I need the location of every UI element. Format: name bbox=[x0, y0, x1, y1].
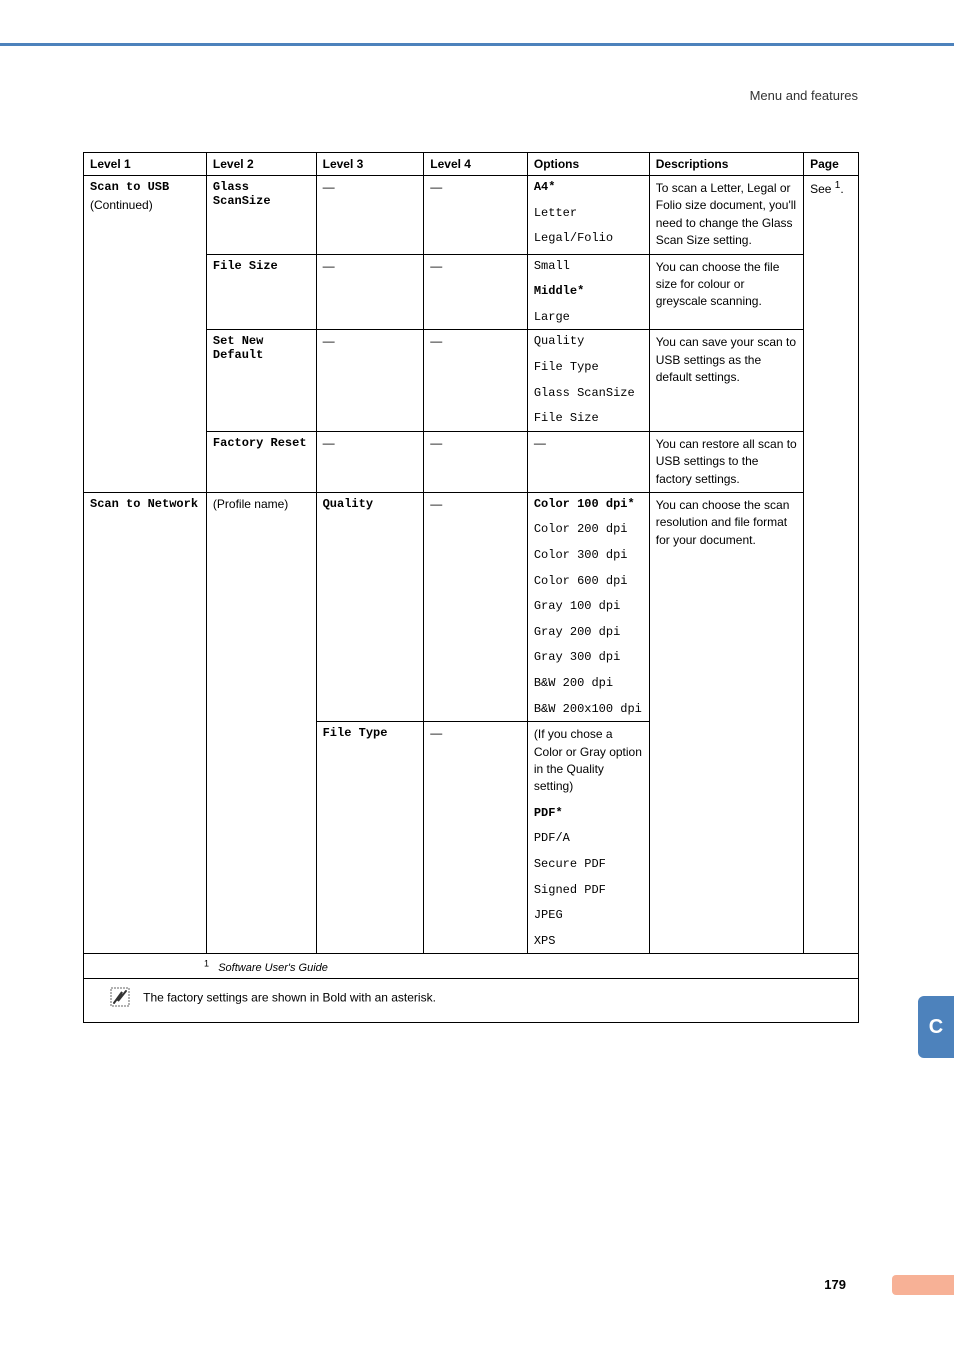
cell-level2: Glass ScanSize bbox=[206, 176, 316, 255]
cell-level2: Set New Default bbox=[206, 330, 316, 431]
cell-level3: — bbox=[316, 431, 424, 492]
cell-level4: — bbox=[424, 431, 528, 492]
th-page: Page bbox=[804, 153, 859, 176]
cell-level2: File Size bbox=[206, 254, 316, 330]
section-tab-letter: C bbox=[929, 1016, 943, 1039]
option-value: PDF/A bbox=[534, 831, 643, 847]
cell-description: You can choose the scan resolution and f… bbox=[649, 492, 803, 953]
option-value: PDF* bbox=[534, 806, 643, 822]
page-number: 179 bbox=[824, 1277, 846, 1292]
cell-level2: Factory Reset bbox=[206, 431, 316, 492]
note-text: The factory settings are shown in Bold w… bbox=[143, 991, 436, 1005]
cell-description: You can choose the file size for colour … bbox=[649, 254, 803, 330]
option-value: Color 300 dpi bbox=[534, 548, 643, 564]
page-ref-prefix: See bbox=[810, 182, 835, 196]
cell-description: You can save your scan to USB settings a… bbox=[649, 330, 803, 431]
cell-level4: — bbox=[424, 492, 528, 721]
section-tab[interactable]: C bbox=[918, 996, 954, 1058]
cell-level2: (Profile name) bbox=[206, 492, 316, 953]
cell-level4: — bbox=[424, 330, 528, 431]
scan-to-usb-label: Scan to USB bbox=[90, 180, 200, 194]
option-value: Letter bbox=[534, 206, 643, 222]
cell-level3: Quality bbox=[316, 492, 424, 721]
option-value: Gray 300 dpi bbox=[534, 650, 643, 666]
cell-page: See 1. bbox=[804, 176, 859, 954]
cell-description: To scan a Letter, Legal or Folio size do… bbox=[649, 176, 803, 255]
th-level2: Level 2 bbox=[206, 153, 316, 176]
cell-options: — bbox=[527, 431, 649, 492]
breadcrumb: Menu and features bbox=[750, 88, 858, 103]
option-value: Secure PDF bbox=[534, 857, 643, 873]
option-value: Legal/Folio bbox=[534, 231, 643, 247]
option-value: Signed PDF bbox=[534, 883, 643, 899]
option-value: B&W 200x100 dpi bbox=[534, 702, 643, 718]
option-value: Gray 100 dpi bbox=[534, 599, 643, 615]
option-value: File Size bbox=[534, 411, 643, 427]
cell-options: Small Middle* Large bbox=[527, 254, 649, 330]
footnote-sup: 1 bbox=[204, 958, 209, 968]
option-value: Middle* bbox=[534, 284, 643, 300]
continued-label: (Continued) bbox=[90, 198, 200, 212]
table-row-note: The factory settings are shown in Bold w… bbox=[84, 979, 859, 1023]
option-value: Large bbox=[534, 310, 643, 326]
th-descriptions: Descriptions bbox=[649, 153, 803, 176]
th-options: Options bbox=[527, 153, 649, 176]
cell-options: Color 100 dpi* Color 200 dpi Color 300 d… bbox=[527, 492, 649, 721]
option-value: Quality bbox=[534, 334, 643, 350]
cell-level3: File Type bbox=[316, 722, 424, 954]
header-accent-line bbox=[0, 43, 954, 46]
footnote-text: Software User's Guide bbox=[218, 962, 328, 974]
footer-accent-bar bbox=[892, 1275, 954, 1295]
option-value: Color 200 dpi bbox=[534, 522, 643, 538]
table-row: Scan to USB (Continued) Glass ScanSize —… bbox=[84, 176, 859, 255]
cell-level3: — bbox=[316, 330, 424, 431]
th-level3: Level 3 bbox=[316, 153, 424, 176]
cell-description: You can restore all scan to USB settings… bbox=[649, 431, 803, 492]
option-value: Color 100 dpi* bbox=[534, 497, 643, 513]
option-value: File Type bbox=[534, 360, 643, 376]
table-row: Scan to Network (Profile name) Quality —… bbox=[84, 492, 859, 721]
cell-level4: — bbox=[424, 254, 528, 330]
option-value: Color 600 dpi bbox=[534, 574, 643, 590]
cell-options: A4* Letter Legal/Folio bbox=[527, 176, 649, 255]
option-value: B&W 200 dpi bbox=[534, 676, 643, 692]
cell-level3: — bbox=[316, 254, 424, 330]
cell-level3: — bbox=[316, 176, 424, 255]
option-value: JPEG bbox=[534, 908, 643, 924]
note-cell: The factory settings are shown in Bold w… bbox=[84, 979, 859, 1023]
option-value: A4* bbox=[534, 180, 643, 196]
option-value: Glass ScanSize bbox=[534, 386, 643, 402]
option-value: XPS bbox=[534, 934, 643, 950]
option-note: (If you chose a Color or Gray option in … bbox=[534, 726, 643, 796]
footnote-cell: 1 Software User's Guide bbox=[84, 954, 859, 979]
table-header-row: Level 1 Level 2 Level 3 Level 4 Options … bbox=[84, 153, 859, 176]
note-icon bbox=[108, 985, 132, 1012]
menu-table: Level 1 Level 2 Level 3 Level 4 Options … bbox=[83, 152, 859, 1023]
option-value: Gray 200 dpi bbox=[534, 625, 643, 641]
cell-level4: — bbox=[424, 722, 528, 954]
cell-level4: — bbox=[424, 176, 528, 255]
cell-options: (If you chose a Color or Gray option in … bbox=[527, 722, 649, 954]
page-ref-dot: . bbox=[840, 182, 843, 196]
option-value: Small bbox=[534, 259, 643, 275]
th-level1: Level 1 bbox=[84, 153, 207, 176]
cell-level1: Scan to Network bbox=[84, 492, 207, 953]
cell-level1: Scan to USB (Continued) bbox=[84, 176, 207, 493]
cell-options: Quality File Type Glass ScanSize File Si… bbox=[527, 330, 649, 431]
table-row-footnote: 1 Software User's Guide bbox=[84, 954, 859, 979]
th-level4: Level 4 bbox=[424, 153, 528, 176]
